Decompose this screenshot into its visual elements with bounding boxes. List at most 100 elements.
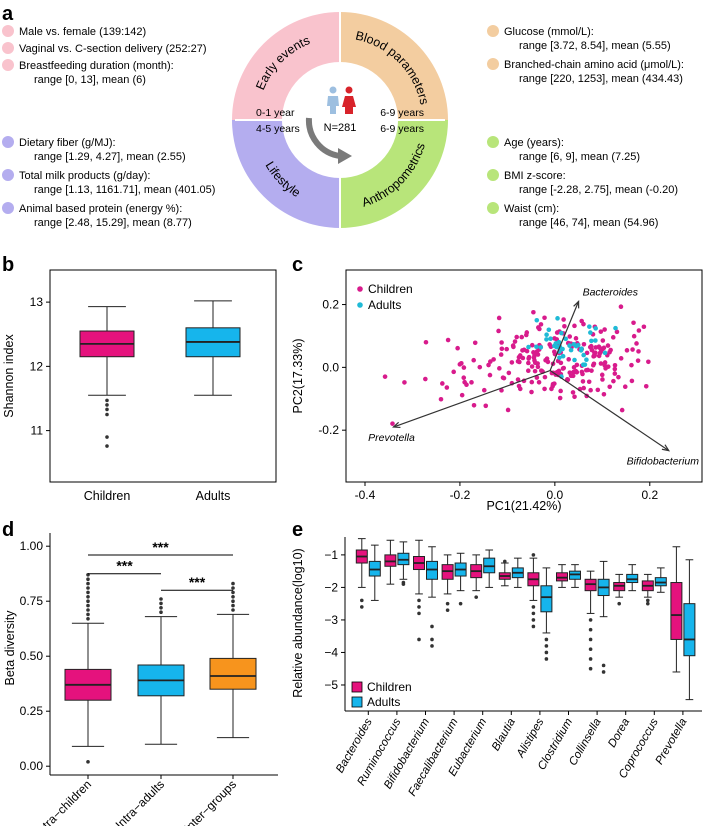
d-intra-children-outlier-0 — [86, 617, 90, 621]
c-point-children — [529, 342, 535, 348]
c-point-children — [516, 354, 522, 360]
left-bottom-bullet-2 — [2, 202, 14, 214]
c-point-children — [596, 353, 602, 359]
e-prevotella-adults-box — [683, 603, 696, 657]
c-point-children — [542, 374, 548, 380]
c-point-children — [588, 387, 593, 393]
panel-letter-b: b — [2, 254, 14, 276]
e-bifidobacterium-adults-outlier-0 — [430, 624, 434, 629]
c-point-adults — [555, 316, 560, 321]
left-top-label-2: Breastfeeding duration (month): — [19, 60, 174, 72]
c-point-children — [611, 378, 616, 384]
d-inter-groups-outlier-2 — [231, 599, 235, 603]
sample-size-label: N=281 — [324, 122, 357, 134]
c-point-adults — [584, 357, 589, 363]
ring-segment-lifestyle — [232, 120, 340, 228]
d-inter-groups-box — [209, 657, 257, 690]
c-point-children — [510, 343, 516, 348]
c-point-children — [451, 369, 456, 375]
e-collinsella-adults-outlier-1 — [601, 670, 606, 674]
boxes-d — [64, 573, 257, 764]
c-point-children — [440, 381, 445, 386]
c-arrowhead-bifidobacterium — [661, 444, 671, 452]
e-eubacterium-children-outlier-0 — [474, 595, 479, 599]
c-point-children — [505, 407, 511, 413]
c-point-children — [515, 377, 521, 382]
c-point-children — [538, 322, 544, 327]
e-faecalibacterium-children-outlier-1 — [445, 608, 450, 612]
e-coprococcus-children-outlier-1 — [646, 601, 650, 606]
c-point-adults — [560, 353, 566, 359]
loading-arrows-c: Bacteroides Prevotella Bifidobacterium — [368, 286, 699, 467]
c-point-children — [402, 380, 407, 385]
b-children-outlier-1 — [105, 403, 109, 407]
e-bifidobacterium-adults-outlier-1 — [430, 637, 434, 642]
c-point-children — [514, 334, 519, 340]
e-faecalibacterium-adults-outlier-0 — [458, 601, 463, 606]
c-arrow-label-prevotella: Prevotella — [368, 432, 415, 444]
c-point-children — [636, 328, 642, 333]
panel-letter-a: a — [2, 3, 14, 25]
e-alistipes-adults-box — [540, 585, 553, 613]
c-point-children — [556, 368, 562, 374]
right-bottom-bullet-0 — [487, 136, 499, 148]
c-point-children — [580, 379, 586, 384]
c-point-children — [561, 317, 566, 322]
e-blautia-children-outlier-0 — [503, 559, 507, 564]
c-point-children — [517, 359, 522, 365]
c-point-adults — [526, 344, 531, 350]
c-point-children — [631, 333, 637, 339]
c-point-adults — [544, 337, 549, 342]
c-point-children — [572, 323, 577, 329]
c-xtick-label-3: 0.2 — [641, 488, 658, 502]
c-point-children — [543, 358, 548, 363]
right-bottom-label-1: BMI z-score: — [504, 170, 566, 182]
c-point-children — [423, 376, 428, 382]
c-point-adults — [544, 332, 549, 338]
timeline-arrow-head — [338, 148, 352, 164]
e-bifidobacterium-children-outlier-0 — [417, 598, 421, 603]
c-point-children — [461, 365, 467, 370]
c-point-children — [579, 318, 584, 324]
left-top-label-1: Vaginal vs. C-section delivery (252:27) — [19, 43, 207, 55]
panel-letter-d: d — [2, 519, 14, 541]
c-point-children — [616, 374, 621, 380]
d-inter-groups-outlier-3 — [231, 595, 235, 599]
c-point-children — [587, 344, 593, 350]
c-point-children — [539, 368, 545, 374]
legend-c: Children Adults — [357, 282, 413, 312]
ring-segment-early-events — [232, 12, 340, 120]
d-intra-children-outlier-4 — [86, 599, 90, 603]
y-axis-label-e: Relative abundance(log10) — [291, 548, 305, 697]
d-intra-children-outlier-6 — [86, 590, 90, 595]
c-point-adults — [593, 338, 598, 343]
b-children-outlier-0 — [105, 398, 109, 403]
c-point-children — [506, 370, 512, 376]
c-point-children — [591, 361, 597, 367]
d-ytick-label-4: 1.00 — [20, 539, 44, 553]
c-point-children — [624, 348, 630, 353]
c-point-children — [634, 341, 639, 346]
c-point-children — [537, 326, 542, 332]
e-collinsella-children-outlier-2 — [588, 637, 593, 642]
c-point-children — [600, 377, 605, 382]
d-intra-children-outlier-7 — [86, 586, 90, 590]
c-point-children — [566, 357, 572, 362]
c-point-children — [602, 363, 608, 368]
left-bottom-bullet-1 — [2, 169, 14, 181]
c-point-children — [557, 395, 563, 401]
c-point-children — [499, 388, 504, 393]
left-bottom-value-2: range [2.48, 15.29], mean (8.77) — [34, 217, 192, 229]
left-top-bullet-0 — [2, 25, 14, 37]
c-point-children — [619, 407, 625, 413]
c-point-children — [486, 362, 491, 368]
e-collinsella-adults-outlier-0 — [601, 663, 606, 668]
c-point-adults — [563, 336, 569, 342]
c-point-children — [643, 383, 649, 389]
c-point-adults — [538, 345, 544, 350]
c-arrow-label-bifidobacterium: Bifidobacterium — [627, 456, 700, 468]
c-point-children — [499, 346, 505, 352]
c-point-children — [526, 354, 532, 360]
c-arrowhead-bacteroides — [573, 299, 580, 309]
people-icon — [327, 86, 356, 114]
